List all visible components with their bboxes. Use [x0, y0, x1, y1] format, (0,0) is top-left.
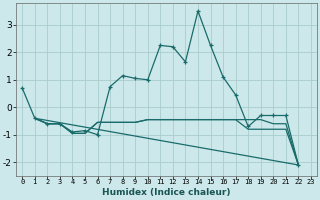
X-axis label: Humidex (Indice chaleur): Humidex (Indice chaleur) [102, 188, 231, 197]
